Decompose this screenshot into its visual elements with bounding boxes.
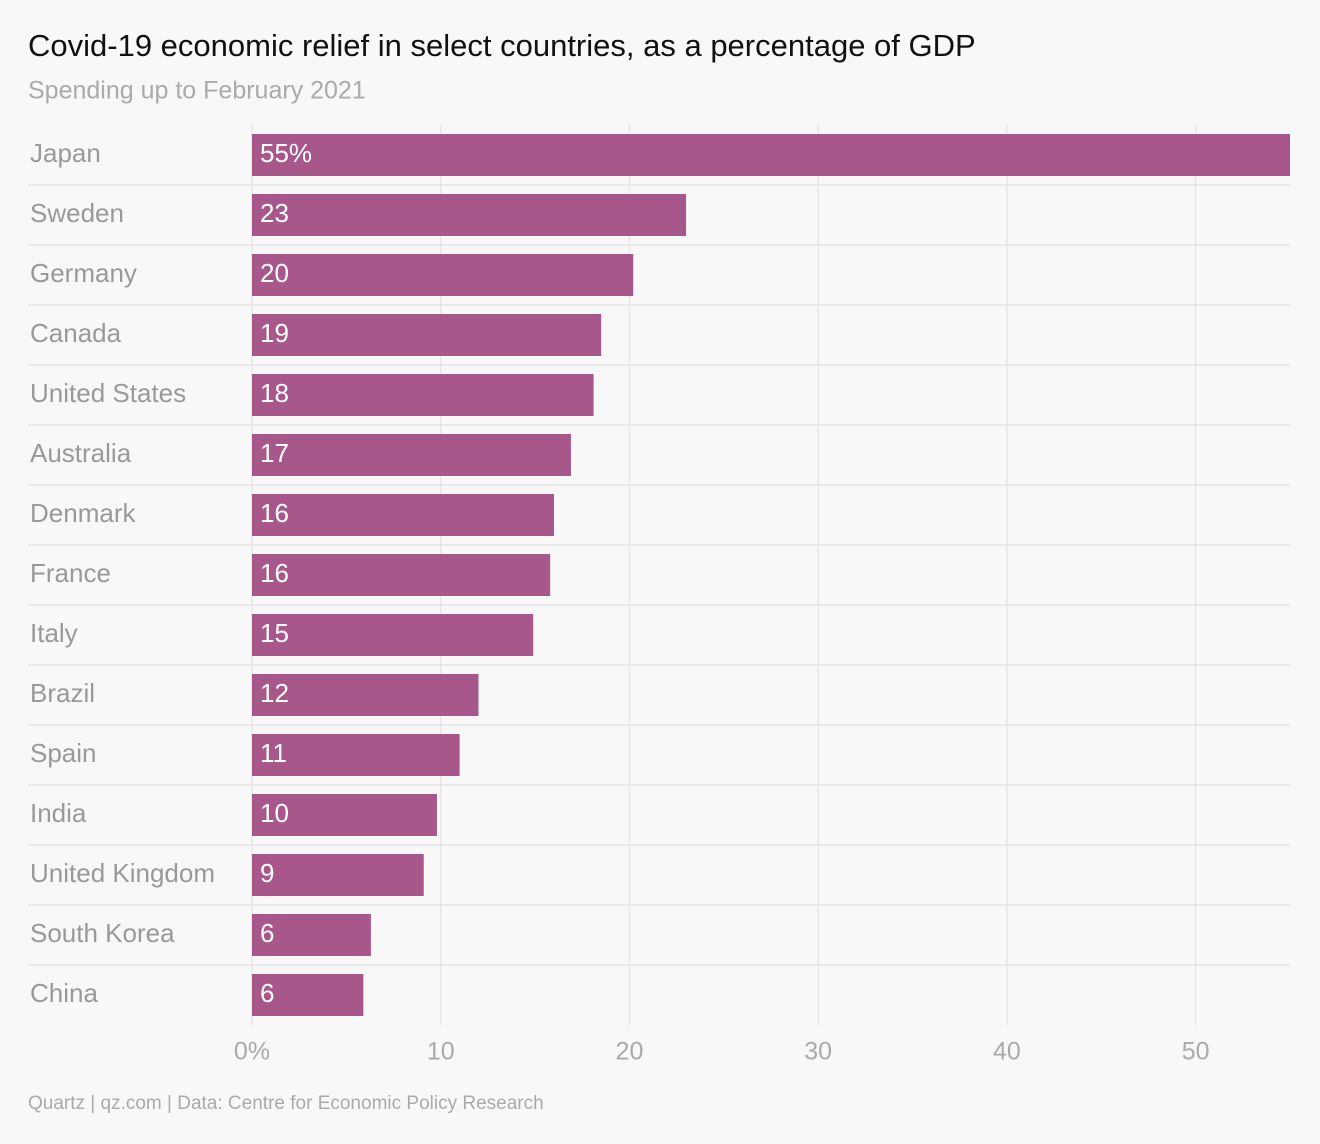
x-tick-label: 50	[1182, 1038, 1210, 1066]
value-label: 15	[260, 618, 289, 648]
value-label: 17	[260, 438, 289, 468]
category-label: China	[30, 978, 98, 1008]
chart-title: Covid-19 economic relief in select count…	[28, 28, 976, 63]
category-label: South Korea	[30, 918, 175, 948]
bar	[252, 494, 554, 536]
chart-subtitle: Spending up to February 2021	[28, 77, 366, 105]
value-label: 23	[260, 198, 289, 228]
bar	[252, 194, 687, 236]
value-label: 6	[260, 918, 274, 948]
category-label: Canada	[30, 318, 122, 348]
category-label: Spain	[30, 738, 97, 768]
category-label: Italy	[30, 618, 78, 648]
bar	[252, 674, 479, 716]
category-label: Japan	[30, 138, 101, 168]
x-tick-label: 0%	[234, 1038, 270, 1066]
value-label: 18	[260, 378, 289, 408]
value-label: 12	[260, 678, 289, 708]
category-label: Denmark	[30, 498, 136, 528]
bar	[252, 614, 534, 656]
bar	[252, 434, 571, 476]
bar	[252, 554, 551, 596]
bar	[252, 734, 460, 776]
value-label: 16	[260, 498, 289, 528]
category-label: Australia	[30, 438, 132, 468]
x-tick-label: 40	[993, 1038, 1021, 1066]
value-label: 55%	[260, 138, 312, 168]
category-label: Brazil	[30, 678, 95, 708]
value-label: 19	[260, 318, 289, 348]
category-label: India	[30, 798, 87, 828]
value-label: 11	[260, 738, 287, 768]
bar	[252, 914, 371, 956]
bar	[252, 254, 634, 296]
category-label: France	[30, 558, 111, 588]
value-label: 16	[260, 558, 289, 588]
x-tick-label: 30	[804, 1038, 832, 1066]
bar	[252, 134, 1290, 176]
category-label: United States	[30, 378, 186, 408]
value-label: 10	[260, 798, 289, 828]
value-label: 6	[260, 978, 274, 1008]
category-label: United Kingdom	[30, 858, 215, 888]
bar	[252, 854, 424, 896]
category-label: Sweden	[30, 198, 124, 228]
bar	[252, 314, 602, 356]
bar	[252, 794, 437, 836]
value-label: 9	[260, 858, 274, 888]
category-label: Germany	[30, 258, 137, 288]
x-tick-label: 20	[616, 1038, 644, 1066]
value-label: 20	[260, 258, 289, 288]
bar	[252, 974, 364, 1016]
source-note: Quartz | qz.com | Data: Centre for Econo…	[28, 1093, 544, 1114]
x-tick-label: 10	[427, 1038, 455, 1066]
bar	[252, 374, 594, 416]
